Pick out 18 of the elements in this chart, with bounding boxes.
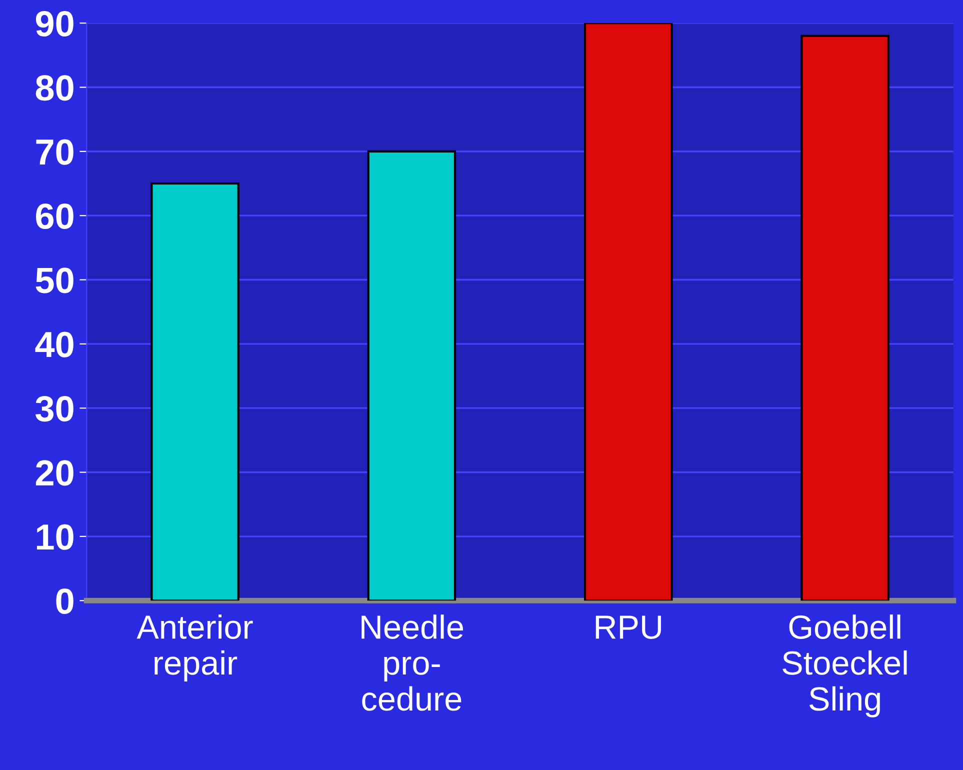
bar xyxy=(800,34,890,601)
x-tick-label: Goebell Stoeckel Sling xyxy=(782,614,907,718)
bar xyxy=(150,182,240,601)
x-tick-label: Anterior repair xyxy=(136,614,253,682)
bar xyxy=(367,150,456,601)
y-tick-label: 80 xyxy=(36,75,74,101)
y-tick-label: 30 xyxy=(36,396,74,422)
y-tick-label: 0 xyxy=(56,588,74,614)
y-tick-label: 20 xyxy=(36,460,74,486)
y-tick-label: 70 xyxy=(36,139,74,165)
x-tick-label: RPU xyxy=(596,616,661,639)
y-tick-label: 10 xyxy=(36,524,74,550)
bar xyxy=(584,23,673,601)
y-tick-label: 90 xyxy=(36,10,74,37)
x-tick-label: Needle pro- cedure xyxy=(362,614,464,711)
y-tick-label: 40 xyxy=(35,332,74,358)
y-tick-label: 50 xyxy=(36,268,74,294)
y-tick-label: 60 xyxy=(36,203,74,230)
